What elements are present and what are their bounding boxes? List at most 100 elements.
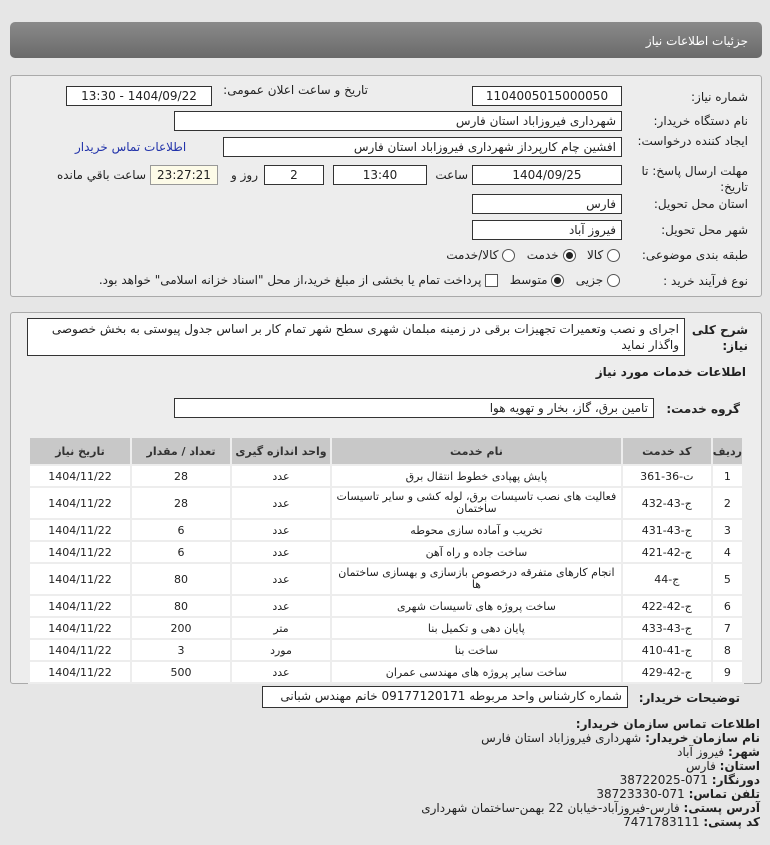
need-date: 1404/11/22 bbox=[28, 464, 132, 488]
need-date: 1404/11/22 bbox=[28, 562, 132, 596]
remaining-time-field: 23:27:21 bbox=[150, 165, 218, 185]
announce-field[interactable]: 1404/09/22 - 13:30 bbox=[66, 86, 212, 106]
days-label: روز و bbox=[231, 168, 258, 182]
row-number: 4 bbox=[710, 540, 745, 564]
category-both-radio[interactable] bbox=[502, 249, 516, 262]
quantity: 200 bbox=[130, 616, 232, 640]
quantity: 6 bbox=[130, 518, 232, 542]
unit: عدد bbox=[230, 518, 332, 542]
service-code: ج-42-429 bbox=[620, 660, 713, 684]
quantity: 500 bbox=[130, 660, 232, 684]
contact-city-label: شهر: bbox=[728, 745, 760, 759]
table-row: 9 ج-42-429 ساخت سایر پروژه های مهندسی عمرا… bbox=[28, 660, 745, 684]
services-title: اطلاعات خدمات مورد نیاز bbox=[595, 365, 746, 379]
table-row: 7 ج-43-433 پایان دهی و تکمیل بنا متر 200 1404… bbox=[28, 616, 745, 640]
creator-label: ایجاد کننده درخواست: bbox=[637, 134, 748, 148]
service-code: ج-42-422 bbox=[620, 594, 713, 618]
process-medium-radio[interactable] bbox=[551, 274, 565, 287]
need-number-label: شماره نیاز: bbox=[691, 90, 748, 104]
unit: عدد bbox=[230, 660, 332, 684]
buyer-org-label: نام دستگاه خریدار: bbox=[653, 114, 749, 128]
contact-province: فارس bbox=[685, 759, 716, 773]
buyer-contact-section: اطلاعات تماس سازمان خریدار: نام سازمان خ… bbox=[160, 717, 760, 829]
need-date: 1404/11/22 bbox=[28, 486, 132, 520]
process-radio-group: جزیی متوسط پرداخت تمام یا بخشی از مبلغ خ… bbox=[15, 273, 620, 287]
row-number: 9 bbox=[710, 660, 745, 684]
days-field[interactable]: 2 bbox=[264, 165, 324, 185]
table-row: 8 ج-41-410 ساخت بنا مورد 3 1404/11/22 bbox=[28, 638, 745, 662]
category-service-radio[interactable] bbox=[562, 249, 576, 262]
service-group-field[interactable]: تامین برق، گاز، بخار و تهویه هوا bbox=[174, 398, 654, 418]
contact-postal-label: کد پستی: bbox=[703, 815, 760, 829]
contact-phone: 071-38723330 bbox=[596, 787, 685, 801]
deadline-time-field[interactable]: 13:40 bbox=[333, 165, 427, 185]
payment-note: پرداخت تمام یا بخشی از مبلغ خرید،از محل … bbox=[98, 273, 482, 287]
contact-org: شهرداری فیروزاباد استان فارس bbox=[481, 731, 642, 745]
contact-fax: 071-38722025 bbox=[619, 773, 708, 787]
service-name: تخریب و آماده سازی محوطه bbox=[330, 518, 623, 542]
need-date: 1404/11/22 bbox=[28, 594, 132, 618]
need-date: 1404/11/22 bbox=[28, 518, 132, 542]
unit: عدد bbox=[230, 540, 332, 564]
service-name: فعالیت های نصب تاسیسات برق، لوله کشی و س… bbox=[330, 486, 623, 520]
service-code: ج-43-433 bbox=[620, 616, 713, 640]
service-code: ج-41-410 bbox=[620, 638, 713, 662]
contact-postal: 7471783111 bbox=[623, 815, 700, 829]
process-minor-label: جزیی bbox=[575, 273, 604, 287]
deadline-label: مهلت ارسال پاسخ: تا تاریخ: bbox=[641, 164, 748, 194]
table-header-row: ردیف کد خدمت نام خدمت واحد اندازه گیری ت… bbox=[28, 436, 745, 466]
remaining-label: ساعت باقي مانده bbox=[56, 168, 146, 182]
col-row: ردیف bbox=[710, 436, 745, 466]
process-minor-radio[interactable] bbox=[607, 274, 620, 287]
contact-province-label: استان: bbox=[719, 759, 760, 773]
table-row: 5 ج-44 انجام کارهای متفرقه درخصوص بازسازی … bbox=[28, 562, 745, 596]
service-group-label: گروه خدمت: bbox=[666, 402, 740, 416]
col-unit: واحد اندازه گیری bbox=[230, 436, 332, 466]
buyer-notes-field[interactable]: شماره کارشناس واحد مربوطه 09177120171 خا… bbox=[262, 686, 628, 708]
province-field[interactable]: فارس bbox=[472, 194, 622, 214]
service-name: ساخت جاده و راه آهن bbox=[330, 540, 623, 564]
description-label: شرح کلی نیاز: bbox=[691, 323, 748, 353]
contact-address: فارس-فیروزآباد-خیابان 22 بهمن-ساختمان شه… bbox=[421, 801, 680, 815]
city-label: شهر محل تحویل: bbox=[661, 223, 748, 237]
buyer-org-field[interactable]: شهرداری فیروزاباد استان فارس bbox=[174, 111, 622, 131]
need-date: 1404/11/22 bbox=[28, 616, 132, 640]
service-name: ساخت سایر پروژه های مهندسی عمران bbox=[330, 660, 623, 684]
unit: مورد bbox=[230, 638, 332, 662]
quantity: 28 bbox=[130, 464, 232, 488]
category-goods-radio[interactable] bbox=[607, 249, 620, 262]
unit: عدد bbox=[230, 594, 332, 618]
process-medium-label: متوسط bbox=[509, 273, 548, 287]
row-number: 1 bbox=[710, 464, 745, 488]
services-table: ردیف کد خدمت نام خدمت واحد اندازه گیری ت… bbox=[28, 436, 745, 684]
row-number: 2 bbox=[710, 486, 745, 520]
col-date: تاریخ نیاز bbox=[28, 436, 132, 466]
unit: عدد bbox=[230, 562, 332, 596]
time-label: ساعت bbox=[435, 168, 468, 182]
need-number-field[interactable]: 1104005015000050 bbox=[472, 86, 622, 106]
col-name: نام خدمت bbox=[330, 436, 623, 466]
contact-phone-label: تلفن تماس: bbox=[688, 787, 760, 801]
quantity: 6 bbox=[130, 540, 232, 564]
page-title: جزئیات اطلاعات نیاز bbox=[645, 34, 748, 48]
service-code: ت-36-361 bbox=[620, 464, 713, 488]
table-row: 4 ج-42-421 ساخت جاده و راه آهن عدد 6 1404/11/… bbox=[28, 540, 745, 564]
contact-title: اطلاعات تماس سازمان خریدار: bbox=[575, 717, 760, 731]
service-name: ساخت پروژه های تاسیسات شهری bbox=[330, 594, 623, 618]
contact-city: فیروز آباد bbox=[677, 745, 725, 759]
service-name: پایش پهپادی خطوط انتقال برق bbox=[330, 464, 623, 488]
page-header: جزئیات اطلاعات نیاز bbox=[10, 22, 762, 58]
row-number: 7 bbox=[710, 616, 745, 640]
buyer-contact-link[interactable]: اطلاعات تماس خریدار bbox=[75, 140, 187, 154]
treasury-payment-checkbox[interactable] bbox=[485, 274, 499, 287]
row-number: 8 bbox=[710, 638, 745, 662]
deadline-date-field[interactable]: 1404/09/25 bbox=[472, 165, 622, 185]
service-name: ساخت بنا bbox=[330, 638, 623, 662]
description-field[interactable]: اجرای و نصب وتعمیرات تجهیزات برقی در زمی… bbox=[27, 318, 685, 356]
city-field[interactable]: فیروز آباد bbox=[472, 220, 622, 240]
creator-field[interactable]: افشین چام کارپرداز شهرداری فیروزاباد است… bbox=[223, 137, 622, 157]
service-code: ج-43-432 bbox=[620, 486, 713, 520]
quantity: 3 bbox=[130, 638, 232, 662]
need-date: 1404/11/22 bbox=[28, 638, 132, 662]
row-number: 3 bbox=[710, 518, 745, 542]
